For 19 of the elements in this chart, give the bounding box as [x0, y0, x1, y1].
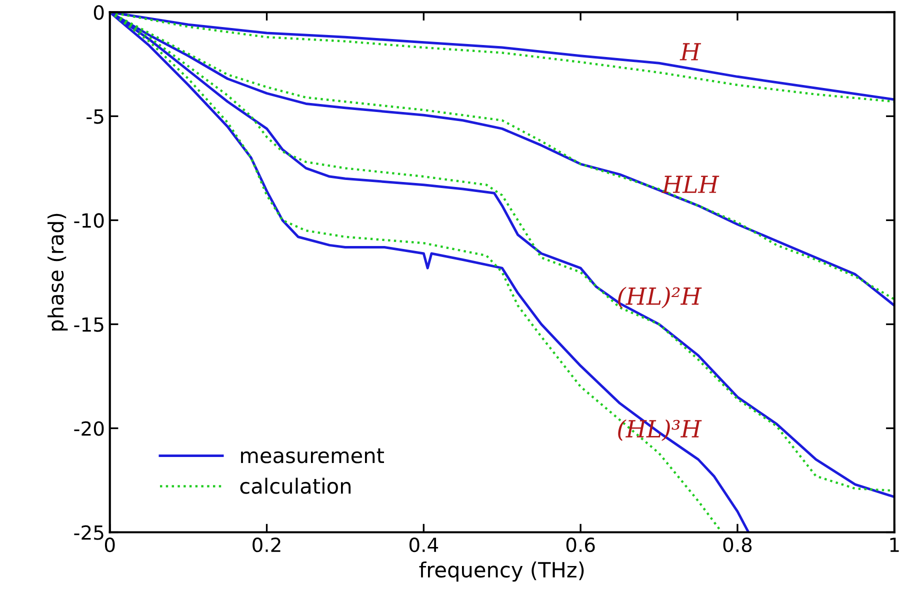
x-tick-label: 0.8	[723, 537, 752, 552]
annotation: HLH	[662, 176, 720, 193]
y-axis-title: phase (rad)	[48, 214, 68, 330]
legend-label: measurement	[241, 448, 384, 464]
y-tick-label: -10	[74, 213, 104, 228]
x-tick-label: 0.2	[252, 537, 280, 552]
x-tick-label: 0.4	[409, 537, 438, 552]
legend-label: calculation	[240, 478, 351, 494]
annotation: H	[680, 43, 702, 60]
annotation: (HL)²H	[618, 286, 702, 308]
y-tick-label: -25	[74, 525, 104, 540]
x-axis-title: frequency (THz)	[419, 562, 584, 582]
y-tick-label: -5	[86, 109, 104, 124]
y-tick-label: -20	[74, 421, 104, 436]
x-tick-label: 0.6	[566, 537, 595, 552]
x-tick-label: 0	[104, 537, 115, 552]
x-tick-label: 1	[890, 538, 899, 552]
y-tick-label: 0	[94, 5, 104, 20]
y-tick-label: -15	[74, 317, 104, 332]
